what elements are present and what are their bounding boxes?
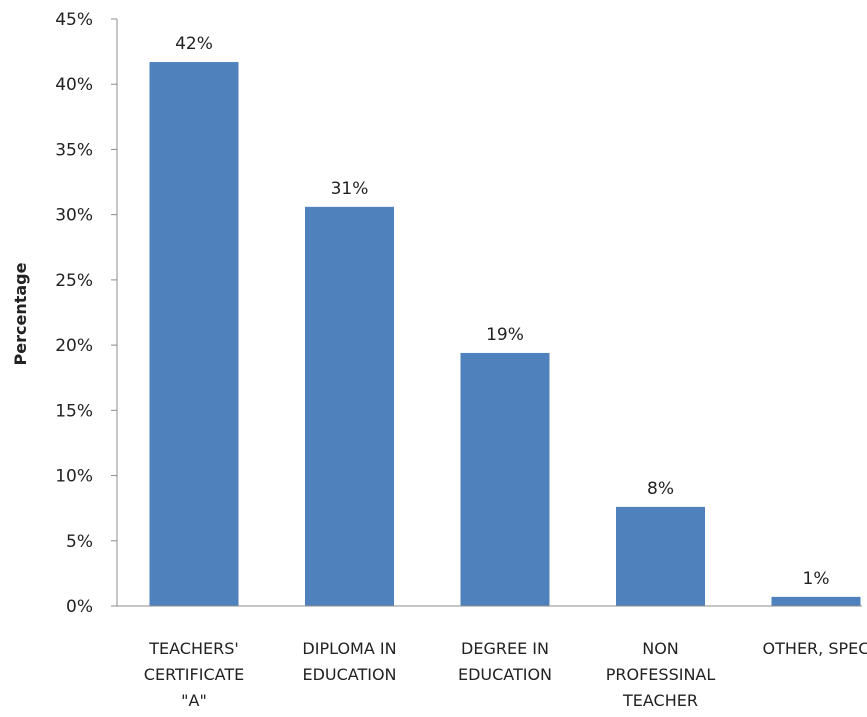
category-label: CERTIFICATE	[144, 665, 244, 684]
y-tick-label: 20%	[55, 336, 93, 356]
y-tick-label: 35%	[55, 140, 93, 160]
bar	[771, 596, 861, 606]
category-label: EDUCATION	[458, 665, 552, 684]
y-tick-label: 5%	[66, 532, 93, 552]
y-axis-title: Percentage	[11, 262, 30, 365]
category-label: TEACHERS'	[148, 639, 239, 658]
data-label: 19%	[486, 325, 524, 345]
x-axis: TEACHERS' CERTIFICATE "A" DIPLOMA IN EDUCATI…	[117, 605, 867, 710]
y-axis: 0% 5% 10% 15% 20% 25% 30% 35% 40% 45%	[55, 10, 118, 617]
category-label: DEGREE IN	[461, 639, 549, 658]
category-label: "A"	[181, 691, 207, 710]
data-label: 42%	[175, 34, 213, 54]
data-label: 31%	[331, 179, 369, 199]
bar	[305, 206, 394, 606]
data-label: 8%	[647, 479, 674, 499]
category-label: PROFESSINAL	[606, 665, 716, 684]
category-label: EDUCATION	[302, 665, 396, 684]
category-label: NON	[642, 639, 679, 658]
category-label: OTHER, SPEC	[763, 639, 867, 658]
bar	[616, 506, 705, 606]
bar	[149, 62, 239, 606]
bars	[149, 62, 861, 606]
y-tick-label: 40%	[55, 75, 93, 95]
y-tick-label: 25%	[55, 271, 93, 291]
y-tick-label: 0%	[66, 597, 93, 617]
y-tick-label: 15%	[55, 401, 93, 421]
bar	[460, 352, 550, 606]
y-tick-label: 30%	[55, 206, 93, 226]
data-label: 1%	[803, 569, 830, 589]
category-label: TEACHER	[622, 691, 698, 710]
data-labels: 42% 31% 19% 8% 1%	[175, 34, 829, 589]
y-tick-label: 10%	[55, 467, 93, 487]
y-tick-label: 45%	[55, 10, 93, 30]
category-label: DIPLOMA IN	[302, 639, 396, 658]
